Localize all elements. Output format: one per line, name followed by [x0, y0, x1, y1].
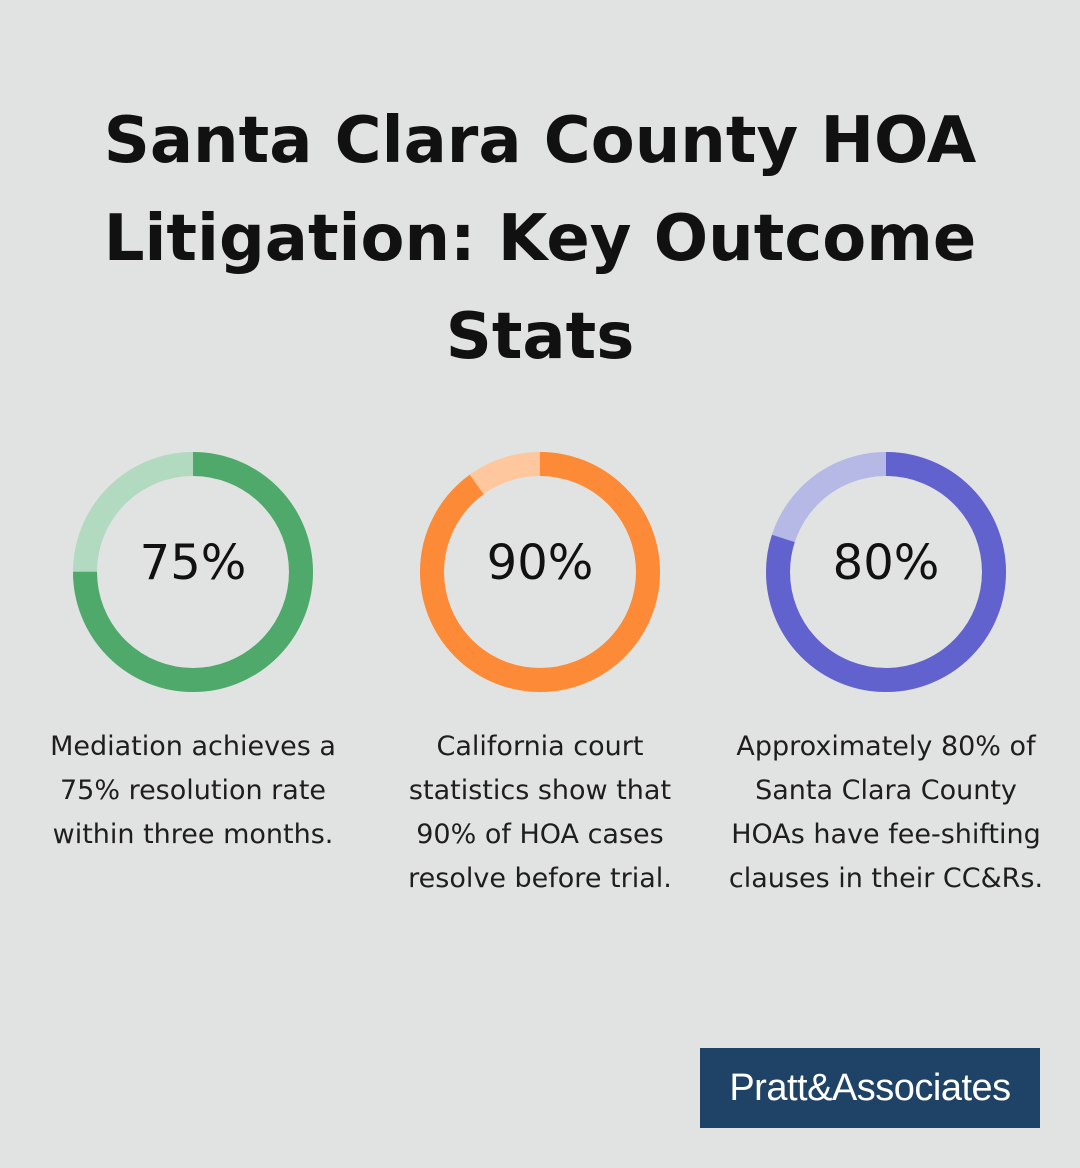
stat-description: California court statistics show that 90… — [408, 731, 672, 894]
donut-arc — [420, 452, 660, 692]
donut-svg — [766, 452, 1006, 692]
stat-card: 90% California court statistics show tha… — [375, 445, 705, 901]
logo-text: Pratt&Associates — [729, 1066, 1011, 1109]
stat-card: 80% Approximately 80% of Santa Clara Cou… — [721, 445, 1051, 901]
percent-label: 80% — [832, 535, 940, 591]
percent-label: 75% — [139, 535, 247, 591]
donut-chart: 75% — [28, 445, 358, 705]
stat-description: Mediation achieves a 75% resolution rate… — [50, 731, 336, 850]
page-title: Santa Clara County HOA Litigation: Key O… — [103, 104, 977, 374]
donut-chart: 80% — [721, 445, 1051, 705]
donut-arc — [766, 452, 1006, 692]
stat-card: 75% Mediation achieves a 75% resolution … — [28, 445, 358, 857]
brand-logo: Pratt&Associates — [700, 1048, 1040, 1128]
donut-svg — [73, 452, 313, 692]
donut-svg — [420, 452, 660, 692]
donut-arc — [73, 452, 313, 692]
donut-chart: 90% — [375, 445, 705, 705]
stat-description: Approximately 80% of Santa Clara County … — [728, 731, 1044, 894]
percent-label: 90% — [486, 535, 594, 591]
stats-row: 75% Mediation achieves a 75% resolution … — [0, 445, 1080, 965]
